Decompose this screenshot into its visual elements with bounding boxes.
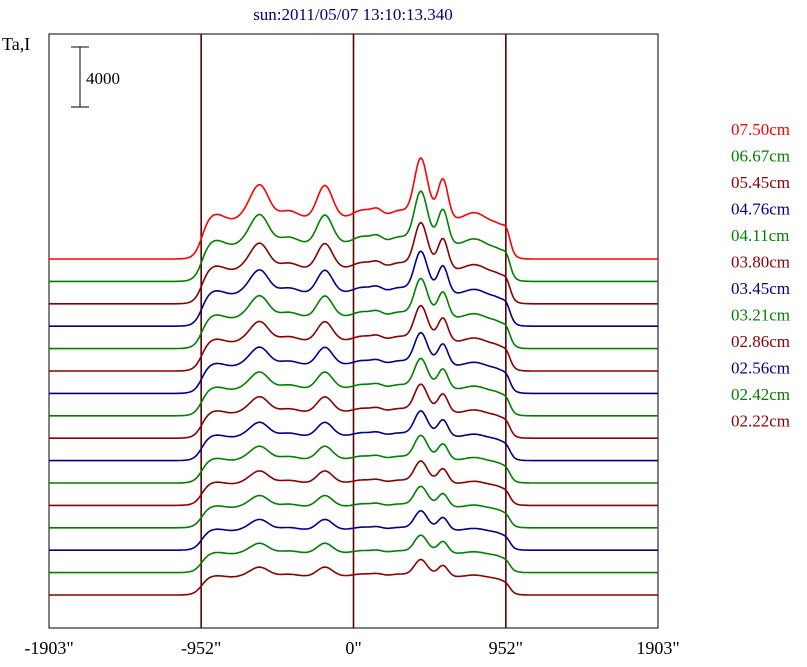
x-tick-labels: -1903" -952" 0" 952" 1903" bbox=[24, 638, 679, 658]
x-tick-label-1: -952" bbox=[181, 638, 221, 658]
series-line-8 bbox=[49, 383, 658, 439]
reference-lines bbox=[200, 34, 507, 628]
legend-entry-3: 04.76cm bbox=[731, 200, 790, 219]
legend-entry-6: 03.45cm bbox=[731, 279, 790, 298]
series-line-4 bbox=[49, 277, 658, 350]
series-line-2 bbox=[49, 221, 658, 305]
x-tick-label-0: -1903" bbox=[24, 638, 73, 658]
legend-entry-0: 07.50cm bbox=[731, 120, 790, 139]
legend-entry-1: 06.67cm bbox=[731, 147, 790, 166]
series-line-12 bbox=[49, 485, 658, 529]
legend-entry-8: 02.86cm bbox=[731, 332, 790, 351]
legend: 07.50cm 06.67cm 05.45cm 04.76cm 04.11cm 03.80… bbox=[731, 120, 790, 431]
series-line-6 bbox=[49, 331, 658, 395]
series-line-11 bbox=[49, 460, 658, 507]
series-line-7 bbox=[49, 357, 658, 417]
series-line-9 bbox=[49, 410, 658, 462]
legend-entry-9: 02.56cm bbox=[731, 359, 790, 378]
y-axis-label: Ta,I bbox=[2, 34, 30, 54]
x-tick-label-2: 0" bbox=[345, 638, 361, 658]
series-line-5 bbox=[49, 304, 658, 372]
legend-entry-7: 03.21cm bbox=[731, 306, 790, 325]
chart-title: sun:2011/05/07 13:10:13.340 bbox=[253, 5, 453, 24]
series-lines bbox=[49, 156, 658, 596]
legend-entry-10: 02.42cm bbox=[731, 385, 790, 404]
legend-entry-4: 04.11cm bbox=[731, 226, 789, 245]
series-line-14 bbox=[49, 534, 658, 574]
series-line-10 bbox=[49, 434, 658, 484]
series-line-3 bbox=[49, 250, 658, 327]
series-line-15 bbox=[49, 558, 658, 596]
legend-entry-5: 03.80cm bbox=[731, 253, 790, 272]
series-line-1 bbox=[49, 190, 658, 283]
legend-entry-2: 05.45cm bbox=[731, 173, 790, 192]
series-line-13 bbox=[49, 509, 658, 551]
scale-bar-label: 4000 bbox=[86, 69, 120, 88]
legend-entry-11: 02.22cm bbox=[731, 412, 790, 431]
x-tick-label-4: 1903" bbox=[636, 638, 679, 658]
x-tick-label-3: 952" bbox=[489, 638, 523, 658]
series-line-0 bbox=[49, 156, 658, 260]
